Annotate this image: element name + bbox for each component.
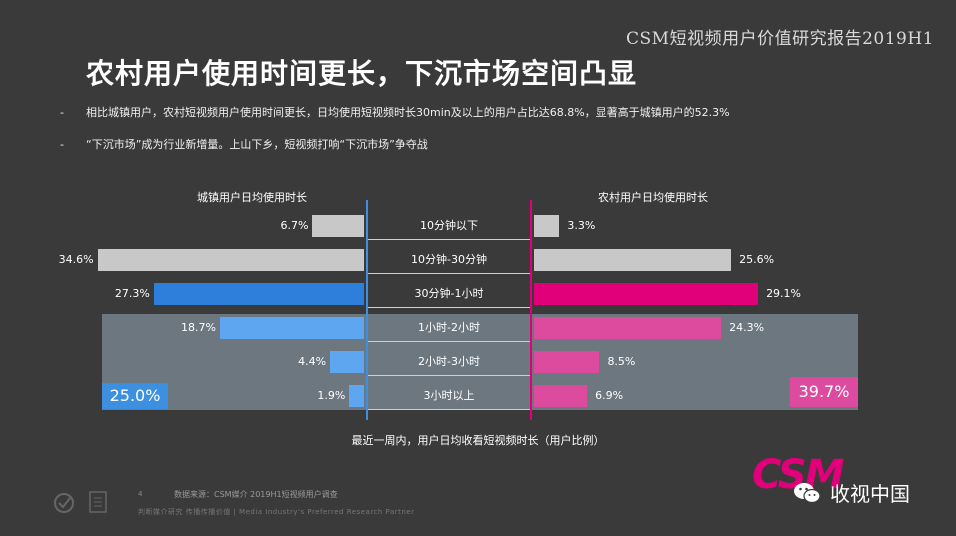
urban-value-label: 1.9%	[317, 389, 346, 402]
category-row: 2小时-3小时	[368, 346, 530, 376]
category-label: 1小时-2小时	[418, 321, 480, 334]
data-source: 数据来源：CSM媒介 2019H1短视频用户调查	[174, 490, 338, 499]
chart-caption: 最近一周内，用户日均收看短视频时长（用户比例）	[351, 434, 605, 447]
rural-total-badge: 39.7%	[790, 377, 858, 407]
urban-bar	[349, 385, 364, 407]
bullet-item: - “下沉市场”成为行业新增量。上山下乡，短视频打响“下沉市场”争夺战	[60, 136, 428, 152]
bullet-mark: -	[60, 138, 64, 151]
urban-value-label: 6.7%	[280, 219, 309, 232]
category-label: 3小时以上	[423, 389, 475, 402]
certification-logos	[54, 491, 107, 513]
rural-value-label: 6.9%	[595, 389, 624, 402]
rural-value-label: 3.3%	[567, 219, 596, 232]
urban-total-badge: 25.0%	[102, 383, 168, 409]
rural-bar	[534, 385, 588, 407]
category-divider	[368, 341, 530, 342]
wechat-watermark: 收视中国	[792, 478, 910, 507]
urban-bar	[312, 215, 364, 237]
rural-axis-line	[530, 200, 532, 420]
category-divider	[368, 273, 530, 274]
urban-value-label: 18.7%	[181, 321, 216, 334]
rural-bar	[534, 351, 600, 373]
rural-series-label: 农村用户日均使用时长	[598, 191, 708, 204]
urban-bar	[220, 317, 364, 339]
category-row: 3小时以上	[368, 380, 530, 410]
rural-bar	[534, 283, 759, 305]
rural-value-label: 25.6%	[739, 253, 775, 266]
rural-bar	[534, 215, 560, 237]
urban-bar	[330, 351, 364, 373]
category-label: 30分钟-1小时	[414, 287, 484, 300]
category-label: 10分钟以下	[420, 219, 478, 232]
urban-series-label: 城镇用户日均使用时长	[197, 191, 307, 204]
category-label: 2小时-3小时	[418, 355, 480, 368]
urban-axis-line	[366, 200, 368, 420]
report-tag: CSM短视频用户价值研究报告2019H1	[626, 29, 934, 49]
page-title: 农村用户使用时间更长，下沉市场空间凸显	[86, 57, 638, 90]
urban-value-label: 4.4%	[298, 355, 327, 368]
wechat-account-name: 收视中国	[830, 482, 910, 506]
rural-value-label: 24.3%	[729, 321, 765, 334]
rural-bar	[534, 249, 732, 271]
rural-bar	[534, 317, 722, 339]
bullet-text: “下沉市场”成为行业新增量。上山下乡，短视频打响“下沉市场”争夺战	[86, 138, 428, 151]
category-divider	[368, 375, 530, 376]
category-row: 1小时-2小时	[368, 312, 530, 342]
category-divider	[368, 409, 530, 410]
urban-value-label: 27.3%	[114, 287, 150, 300]
bullet-text: 相比城镇用户，农村短视频用户使用时间更长，日均使用短视频时长30min及以上的用…	[86, 106, 730, 119]
urban-bar	[153, 283, 364, 305]
category-row: 10分钟以下	[368, 210, 530, 240]
category-label: 10分钟-30分钟	[411, 253, 487, 266]
bullet-mark: -	[60, 106, 64, 119]
category-row: 10分钟-30分钟	[368, 244, 530, 274]
category-divider	[368, 239, 530, 240]
footer-slogan: 判断媒介研究 传播传播价值 | Media Industry's Preferr…	[138, 508, 415, 516]
urban-bar	[97, 249, 364, 271]
page-number: 4	[138, 490, 143, 498]
category-divider	[368, 307, 530, 308]
rural-value-label: 8.5%	[607, 355, 636, 368]
wechat-icon	[794, 482, 821, 503]
rural-value-label: 29.1%	[766, 287, 802, 300]
category-row: 30分钟-1小时	[368, 278, 530, 308]
bullet-item: - 相比城镇用户，农村短视频用户使用时间更长，日均使用短视频时长30min及以上的…	[60, 104, 730, 120]
urban-value-label: 34.6%	[58, 253, 94, 266]
